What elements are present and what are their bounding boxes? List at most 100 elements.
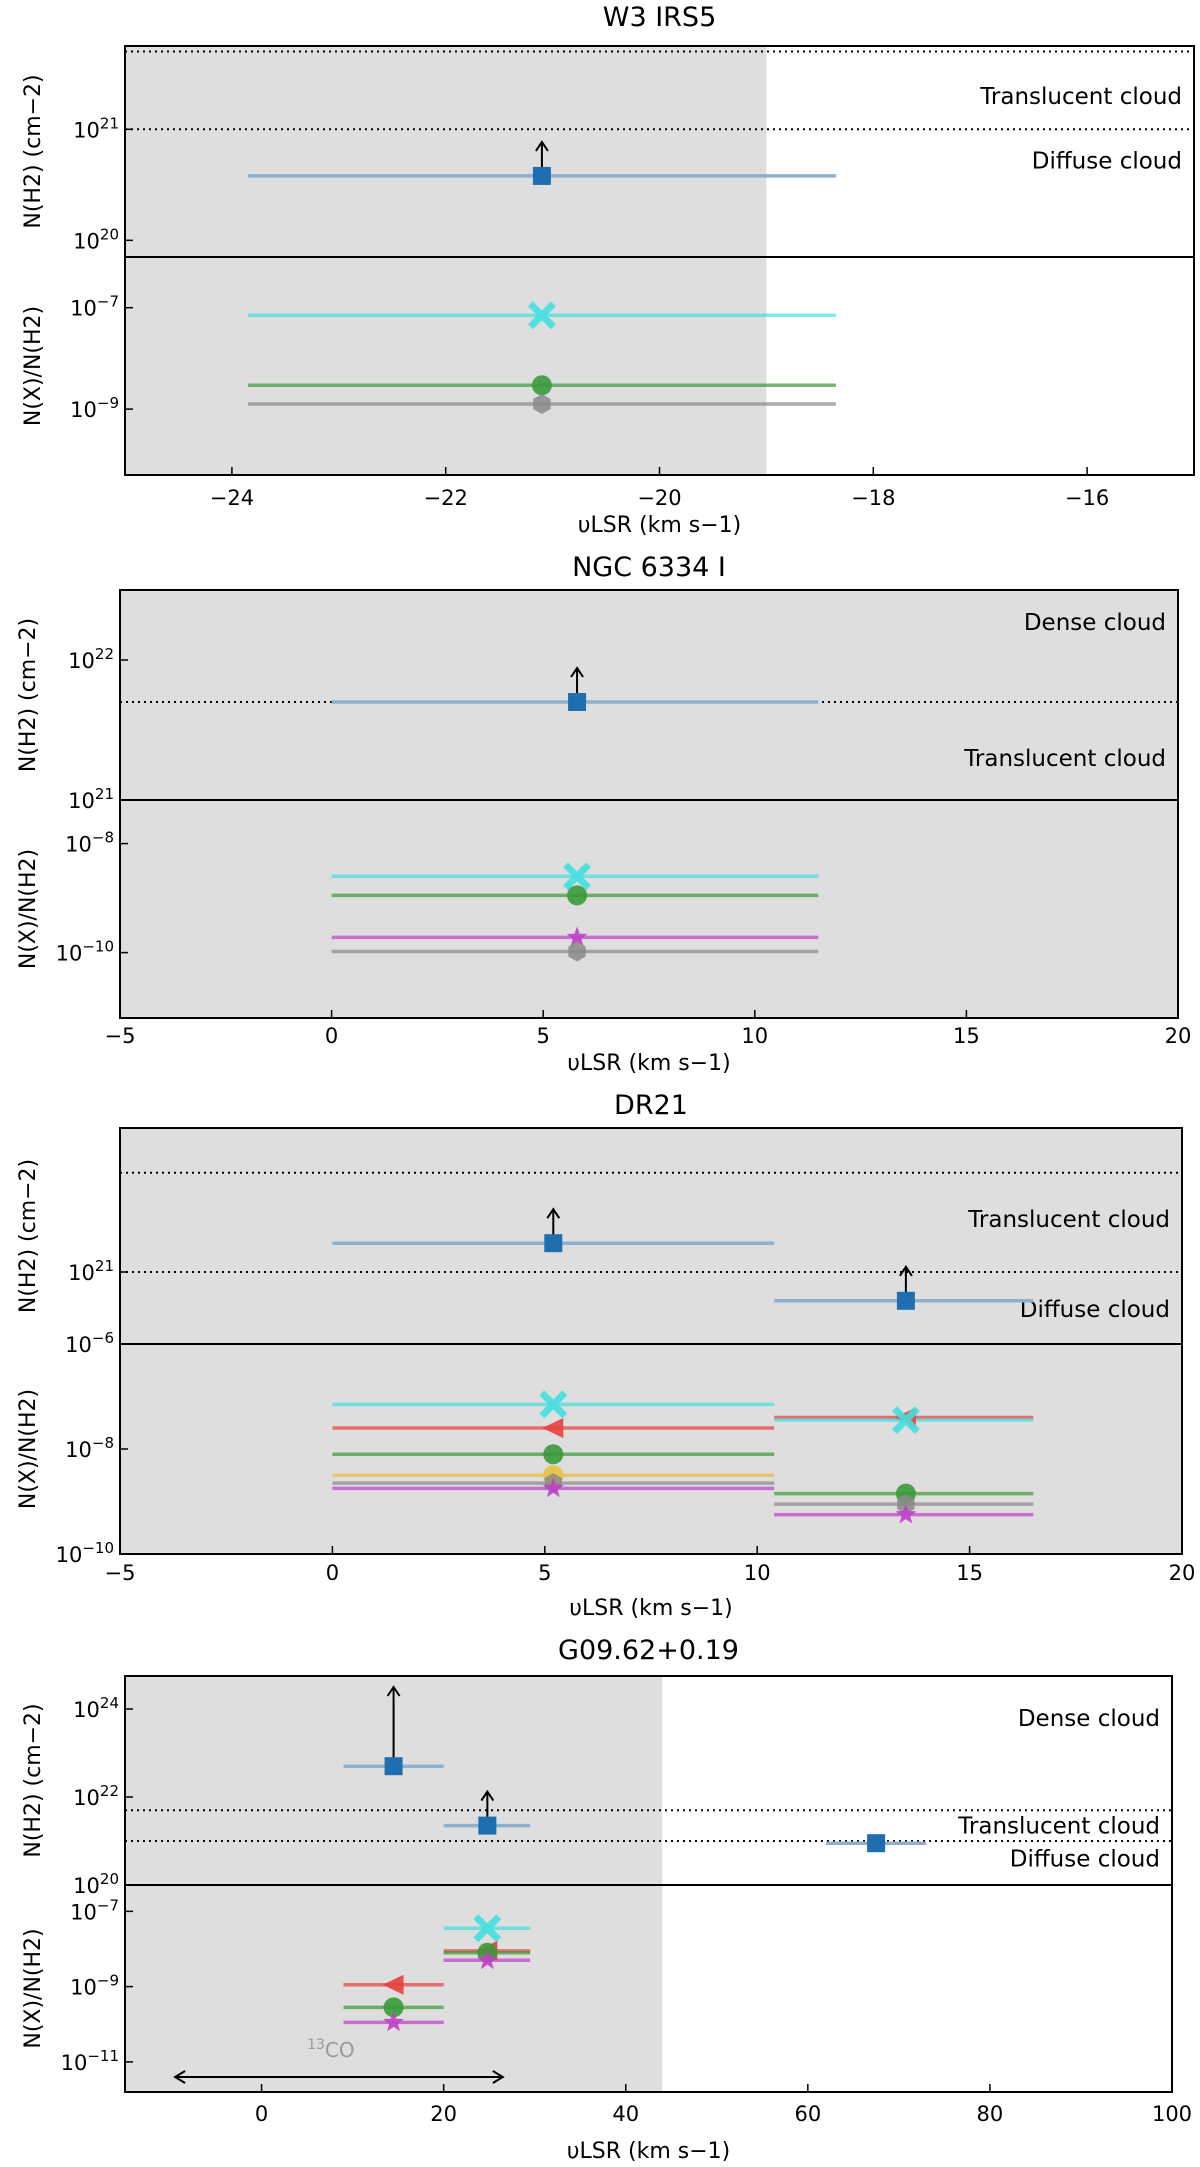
h2-marker (478, 1816, 497, 1835)
x-tick-label: 10 (744, 1561, 771, 1585)
y-tick-label-exp: 21 (100, 114, 119, 132)
x-tick-label: 20 (1165, 1024, 1192, 1048)
h2-marker (867, 1834, 886, 1853)
y-tick-label-base: 10 (70, 1900, 97, 1924)
y-tick-label-base: 10 (70, 297, 97, 321)
y-tick-label-base: 10 (68, 1261, 95, 1285)
y-tick-label-base: 10 (70, 1976, 97, 2000)
h2-marker (544, 1234, 563, 1253)
y-tick-label: 1020 (73, 225, 119, 253)
lower-limit-arrowhead (480, 1789, 495, 1802)
y-tick-label: 1021 (68, 785, 114, 813)
y-tick-label-exp: 20 (100, 225, 119, 243)
shaded-velocity-range (125, 46, 767, 475)
h2-marker (532, 166, 551, 185)
bottom-y-axis-label: N(X)/N(H2) (21, 306, 46, 426)
y-tick-label-base: 10 (56, 1543, 83, 1567)
y-tick-label: 1021 (73, 114, 119, 142)
panel-2: NGC 6334 I Dense cloud Translucent cloud 10… (16, 552, 1191, 1076)
hexagon-marker (568, 941, 586, 962)
star-marker (542, 1477, 564, 1498)
y-tick-label-base: 10 (61, 2051, 88, 2075)
region-label: Dense cloud (1024, 610, 1166, 636)
lower-limit-arrowhead (386, 1685, 401, 1697)
13co-label-sup: 13 (307, 2037, 325, 2053)
x-tick-label: −5 (105, 1024, 136, 1048)
y-tick-label: 1021 (68, 1257, 114, 1285)
y-tick-label: 1024 (73, 1694, 119, 1722)
y-tick-label-exp: 21 (95, 785, 114, 803)
y-tick-label-exp: −8 (92, 829, 114, 847)
y-tick-label-exp: −11 (87, 2047, 119, 2065)
y-tick-label-base: 10 (56, 942, 83, 966)
y-tick-label-exp: 21 (95, 1257, 114, 1275)
x-cross-marker (527, 301, 556, 330)
x-tick-label: 40 (612, 2102, 639, 2126)
x-tick-label: 10 (741, 1024, 768, 1048)
star-marker (383, 2011, 404, 2032)
y-tick-label: 1022 (73, 1782, 119, 1810)
lower-limit-arrowhead (570, 666, 584, 678)
x-tick-label: 20 (430, 2102, 457, 2126)
y-tick-label-exp: −10 (82, 1539, 114, 1557)
panel-title: G09.62+0.19 (558, 1635, 739, 1666)
y-tick-label-exp: −7 (97, 293, 119, 311)
y-tick-label-base: 10 (70, 398, 97, 422)
13co-arrowhead-right (492, 2070, 505, 2084)
top-y-axis-label: N(H2) (cm−2) (21, 1703, 46, 1857)
y-tick-label: 10−10 (56, 938, 114, 966)
panel-title: DR21 (614, 1090, 688, 1121)
x-tick-label: 20 (1169, 1561, 1196, 1585)
h2-marker (384, 1757, 403, 1776)
star-marker (895, 1503, 917, 1524)
h2-column-density-plot: Translucent cloud Diffuse cloud 1021 N(H2) … (16, 1127, 1183, 1345)
13co-label-main: CO (325, 2038, 355, 2062)
x-tick-label: 80 (977, 2102, 1004, 2126)
bottom-axes-frame (119, 799, 1179, 1019)
x-tick-label: 5 (537, 1024, 550, 1048)
circle-marker (543, 1444, 564, 1465)
y-tick-label-base: 10 (68, 649, 95, 673)
region-label: Translucent cloud (957, 1814, 1160, 1840)
y-tick-label-exp: 22 (100, 1782, 119, 1800)
x-tick-label: −18 (851, 486, 895, 510)
panel-title: W3 IRS5 (603, 2, 717, 33)
y-tick-label-base: 10 (73, 229, 100, 253)
y-tick-label-base: 10 (65, 1333, 92, 1357)
x-tick-label: 0 (325, 1024, 338, 1048)
triangle-marker (542, 1418, 564, 1438)
y-tick-label-exp: 24 (100, 1694, 119, 1712)
region-label: Dense cloud (1018, 1706, 1160, 1732)
y-tick-label: 10−7 (70, 293, 119, 321)
x-tick-label: 5 (538, 1561, 551, 1585)
y-tick-label-exp: −9 (97, 1972, 119, 1990)
y-tick-label: 10−11 (61, 2047, 119, 2075)
x-tick-label: 0 (326, 1561, 339, 1585)
abundance-plot: 10−810−10N(X)/N(H2) (16, 799, 1179, 1019)
y-tick-label-exp: −9 (97, 394, 119, 412)
bottom-axes-frame (124, 1884, 1173, 2093)
lower-limit-arrowhead (535, 140, 549, 152)
y-tick-label: 10−9 (70, 1972, 119, 2000)
x-tick-label: −24 (210, 486, 254, 510)
h2-marker (896, 1291, 915, 1310)
circle-marker (531, 375, 552, 396)
y-tick-label-exp: −6 (92, 1329, 114, 1347)
y-tick-label-base: 10 (65, 833, 92, 857)
x-tick-label: 0 (255, 2102, 268, 2126)
x-cross-marker (891, 1406, 920, 1435)
13co-label: 13CO (307, 2037, 355, 2062)
y-tick-label-exp: −7 (97, 1896, 119, 1914)
circle-marker (383, 1997, 404, 2018)
y-tick-label-exp: 22 (95, 645, 114, 663)
region-label: Translucent cloud (967, 1207, 1170, 1233)
x-axis-label: υLSR (km s−1) (567, 2139, 730, 2164)
x-axis-label: υLSR (km s−1) (569, 1596, 732, 1621)
y-tick-label: 10−8 (65, 829, 114, 857)
top-y-axis-label: N(H2) (cm−2) (16, 618, 41, 772)
